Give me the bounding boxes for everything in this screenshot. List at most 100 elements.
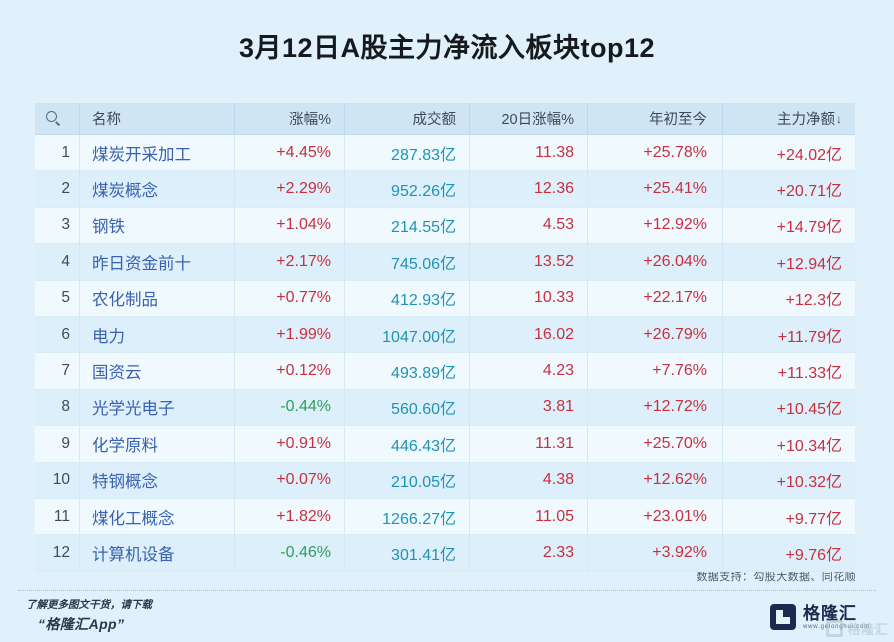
gelonghui-logo-icon xyxy=(770,604,797,630)
column-divider xyxy=(722,135,723,171)
cell-rank: 3 xyxy=(61,216,70,234)
cell-rank: 7 xyxy=(61,362,70,380)
cell-amount: 493.89亿 xyxy=(391,365,456,383)
cell-day20: 4.38 xyxy=(542,471,574,489)
column-divider xyxy=(587,135,588,171)
column-divider xyxy=(344,171,345,207)
table-row[interactable]: 1 煤炭开采加工 +4.45% 287.83亿 11.38 +25.78% +24.02亿 xyxy=(35,135,855,172)
cell-rank: 8 xyxy=(61,398,70,416)
cell-name: 化学原料 xyxy=(92,436,158,455)
table-row[interactable]: 8 光学光电子 -0.44% 560.60亿 3.81 +12.72% +10.45亿 xyxy=(35,389,855,427)
column-divider xyxy=(79,353,80,389)
table-row[interactable]: 3 钢铁 +1.04% 214.55亿 4.53 +12.92% +14.79亿 xyxy=(35,207,855,245)
column-divider xyxy=(469,207,470,244)
column-divider xyxy=(234,462,235,498)
column-divider xyxy=(234,244,235,280)
cell-day20: 13.52 xyxy=(533,252,574,270)
cell-rank: 12 xyxy=(52,543,70,561)
column-divider xyxy=(469,316,470,353)
search-icon[interactable] xyxy=(46,111,61,126)
column-divider xyxy=(469,535,470,571)
column-divider xyxy=(469,353,470,389)
cell-amount: 412.93亿 xyxy=(391,292,456,310)
header-net[interactable]: 主力净额 ↓ xyxy=(722,103,855,134)
column-divider xyxy=(234,135,235,171)
column-divider xyxy=(79,244,80,280)
cell-net-inflow: +10.34亿 xyxy=(776,437,842,455)
table-row[interactable]: 4 昨日资金前十 +2.17% 745.06亿 13.52 +26.04% +12.94亿 xyxy=(35,244,855,281)
cell-rank: 4 xyxy=(61,252,70,270)
cell-net-inflow: +12.3亿 xyxy=(785,292,843,310)
column-divider xyxy=(234,353,235,389)
table-row[interactable]: 6 电力 +1.99% 1047.00亿 16.02 +26.79% +11.79亿 xyxy=(35,316,855,354)
column-divider xyxy=(587,207,588,244)
cell-change: +1.82% xyxy=(276,507,331,525)
cell-day20: 4.53 xyxy=(542,216,574,234)
cell-amount: 1266.27亿 xyxy=(382,510,456,528)
cell-net-inflow: +14.79亿 xyxy=(776,219,842,237)
cell-ytd: +23.01% xyxy=(643,507,707,525)
column-divider xyxy=(234,171,235,207)
column-divider xyxy=(587,316,588,353)
column-divider xyxy=(722,353,723,389)
cell-rank: 5 xyxy=(61,289,70,307)
cell-day20: 11.31 xyxy=(535,434,574,452)
cell-ytd: +12.62% xyxy=(643,471,707,489)
column-divider xyxy=(722,280,723,316)
column-divider xyxy=(587,462,588,498)
cell-amount: 560.60亿 xyxy=(391,401,456,419)
header-amount[interactable]: 成交额 xyxy=(412,112,457,128)
header-ytd[interactable]: 年初至今 xyxy=(649,112,707,128)
table-row[interactable]: 11 煤化工概念 +1.82% 1266.27亿 11.05 +23.01% +9.77亿 xyxy=(35,498,855,536)
table-row[interactable]: 12 计算机设备 -0.46% 301.41亿 2.33 +3.92% +9.76亿 xyxy=(35,535,855,572)
cell-name: 电力 xyxy=(92,327,125,346)
data-source-note: 数据支持：勾股大数据、同花顺 xyxy=(696,571,856,583)
table-row[interactable]: 2 煤炭概念 +2.29% 952.26亿 12.36 +25.41% +20.71亿 xyxy=(35,171,855,208)
header-net-label: 主力净额 xyxy=(777,112,835,128)
cell-ytd: +3.92% xyxy=(652,543,707,561)
cell-change: +4.45% xyxy=(276,143,331,161)
cell-ytd: +26.04% xyxy=(643,252,707,270)
cell-name: 光学光电子 xyxy=(92,400,175,419)
page-title: 3月12日A股主力净流入板块top12 xyxy=(238,33,656,63)
column-divider xyxy=(469,389,470,426)
header-change[interactable]: 涨幅% xyxy=(289,112,331,128)
column-divider xyxy=(587,280,588,316)
table-row[interactable]: 5 农化制品 +0.77% 412.93亿 10.33 +22.17% +12.3亿 xyxy=(35,280,855,317)
logo-url-text: www.gelonghui.com xyxy=(803,623,870,630)
cell-name: 煤化工概念 xyxy=(92,509,175,528)
cell-ytd: +22.17% xyxy=(643,289,707,307)
brand-logo: 格隆汇 www.gelonghui.com xyxy=(770,604,870,630)
cell-ytd: +25.78% xyxy=(643,143,707,161)
sort-descending-icon[interactable]: ↓ xyxy=(836,111,842,126)
cell-amount: 952.26亿 xyxy=(391,183,456,201)
cell-name: 昨日资金前十 xyxy=(92,254,191,273)
cell-change: -0.44% xyxy=(280,398,331,416)
header-name[interactable]: 名称 xyxy=(92,112,121,128)
cell-net-inflow: +9.77亿 xyxy=(785,510,843,528)
column-divider xyxy=(344,389,345,426)
cell-net-inflow: +11.79亿 xyxy=(777,328,842,346)
column-divider xyxy=(344,462,345,498)
column-divider xyxy=(344,244,345,280)
column-divider xyxy=(234,316,235,353)
table-row[interactable]: 10 特钢概念 +0.07% 210.05亿 4.38 +12.62% +10.32亿 xyxy=(35,462,855,499)
cell-day20: 11.05 xyxy=(535,507,574,525)
column-divider xyxy=(722,498,723,535)
column-divider xyxy=(469,244,470,280)
column-divider xyxy=(79,171,80,207)
column-divider xyxy=(587,244,588,280)
column-divider xyxy=(587,535,588,571)
cell-change: +2.29% xyxy=(276,180,331,198)
cell-change: +2.17% xyxy=(276,252,331,270)
cell-change: +1.99% xyxy=(276,325,331,343)
header-day20[interactable]: 20日涨幅% xyxy=(501,112,574,128)
cell-amount: 210.05亿 xyxy=(391,474,456,492)
cell-net-inflow: +9.76亿 xyxy=(785,546,843,564)
table-row[interactable]: 7 国资云 +0.12% 493.89亿 4.23 +7.76% +11.33亿 xyxy=(35,353,855,390)
column-divider xyxy=(722,316,723,353)
column-divider xyxy=(344,535,345,571)
header-search-cell[interactable] xyxy=(35,103,79,134)
table-row[interactable]: 9 化学原料 +0.91% 446.43亿 11.31 +25.70% +10.34亿 xyxy=(35,426,855,463)
cell-name: 煤炭开采加工 xyxy=(92,145,191,164)
